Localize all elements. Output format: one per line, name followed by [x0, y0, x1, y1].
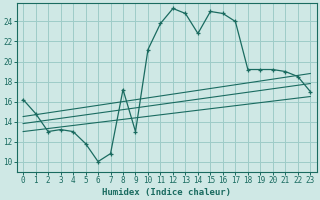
X-axis label: Humidex (Indice chaleur): Humidex (Indice chaleur) — [102, 188, 231, 197]
